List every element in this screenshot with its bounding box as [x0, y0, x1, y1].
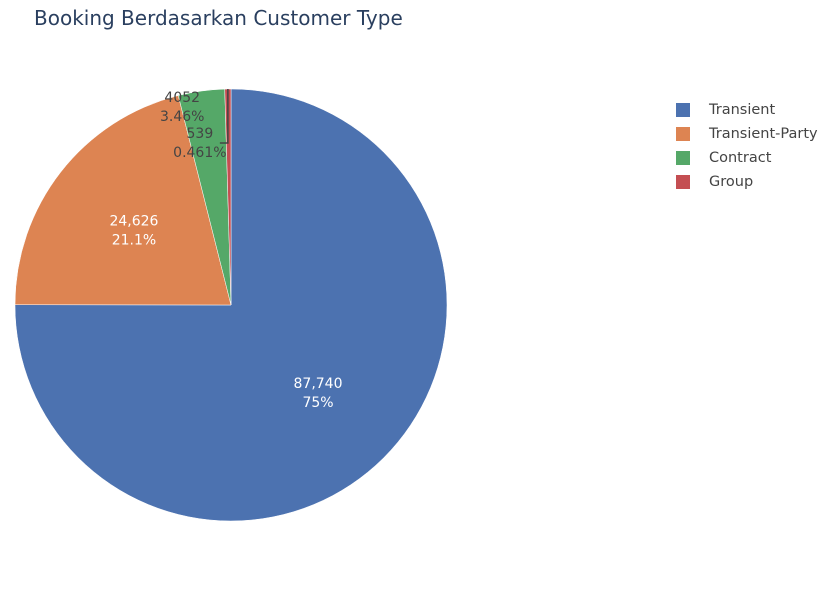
legend-item-contract[interactable]: Contract: [676, 146, 818, 170]
slice-label-transient-party-percent: 21.1%: [112, 232, 156, 248]
legend-label-transient: Transient: [709, 102, 776, 118]
legend-item-transient-party[interactable]: Transient-Party: [676, 122, 818, 146]
slice-label-group-percent: 0.461%: [173, 145, 226, 161]
pie-slice-transient-party[interactable]: [14, 95, 232, 306]
slice-label-transient-value: 87,740: [294, 376, 343, 392]
legend-item-group[interactable]: Group: [676, 170, 818, 194]
legend-swatch-transient: [676, 103, 690, 117]
legend-swatch-contract: [676, 151, 690, 165]
slice-label-contract-percent: 3.46%: [160, 109, 204, 125]
slice-label-group-value: 539: [187, 126, 214, 142]
legend-label-group: Group: [709, 174, 754, 190]
leader-line-group: [219, 89, 229, 144]
chart-title: Booking Berdasarkan Customer Type: [34, 6, 403, 30]
slice-label-transient-percent: 75%: [302, 395, 333, 411]
legend: Transient Transient-Party Contract Group: [676, 98, 818, 194]
legend-item-transient[interactable]: Transient: [676, 98, 818, 122]
slice-label-contract-value: 4052: [164, 90, 200, 106]
leader-lines: [219, 89, 229, 144]
slice-label-transient-party-value: 24,626: [109, 213, 158, 229]
legend-label-transient-party: Transient-Party: [709, 126, 818, 142]
pie-slices: [14, 88, 448, 522]
legend-swatch-transient-party: [676, 127, 690, 141]
legend-swatch-group: [676, 175, 690, 189]
slice-labels: 87,740 75% 24,626 21.1% 4052 3.46%539 0.461%: [109, 90, 342, 411]
legend-label-contract: Contract: [709, 150, 772, 166]
